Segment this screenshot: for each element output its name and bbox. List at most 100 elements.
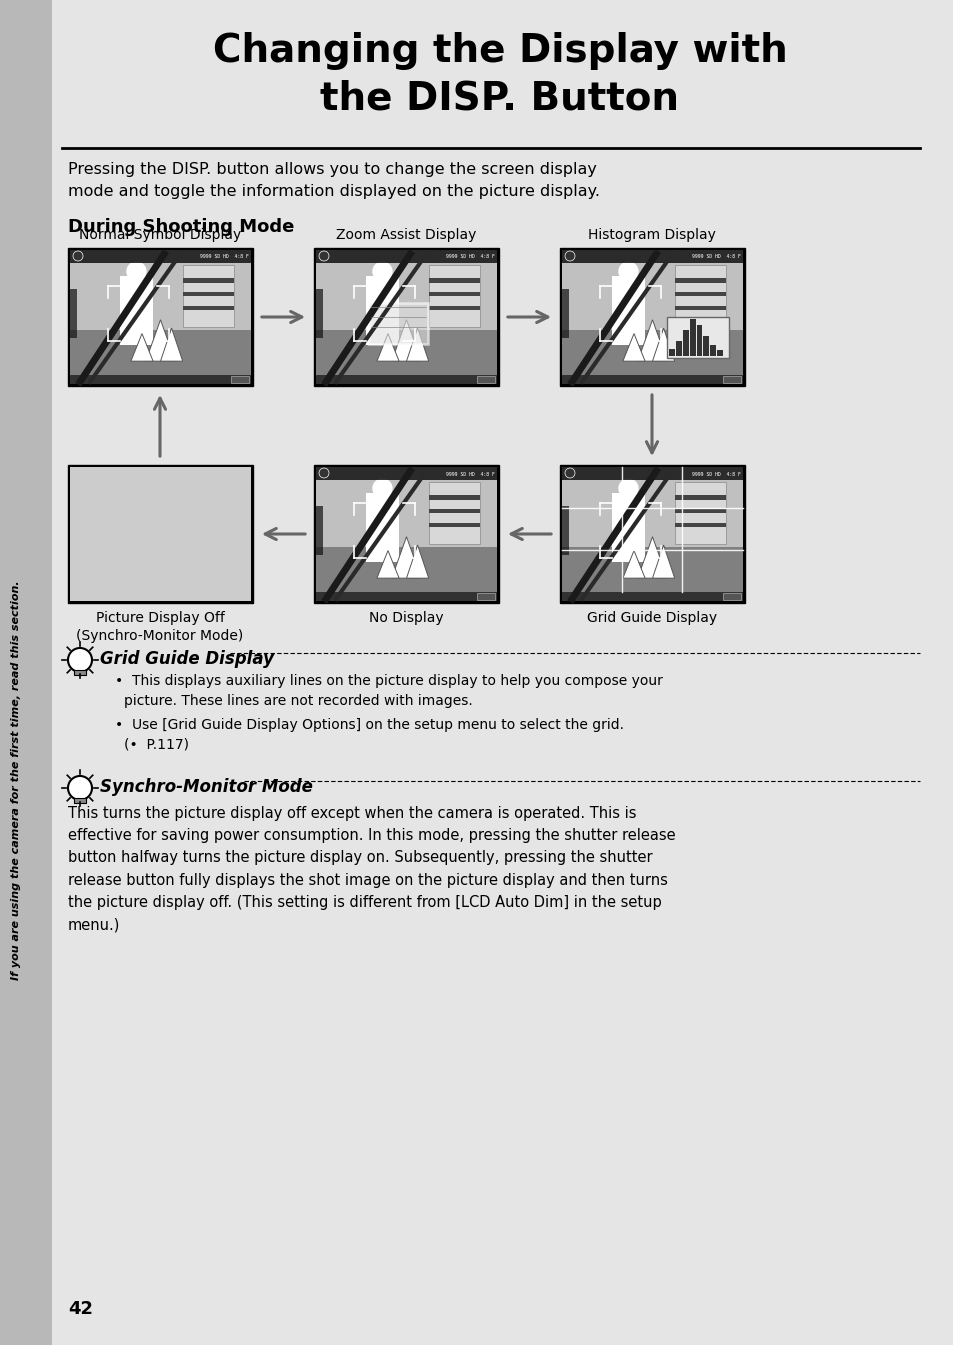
Point xyxy=(409,550,420,566)
Bar xyxy=(561,375,742,385)
Bar xyxy=(74,670,86,675)
Point xyxy=(594,538,605,554)
Point xyxy=(409,334,420,350)
Polygon shape xyxy=(160,328,183,362)
Point xyxy=(566,590,578,607)
Point xyxy=(64,771,75,787)
Bar xyxy=(428,265,480,327)
Bar xyxy=(717,351,722,356)
Circle shape xyxy=(68,776,91,800)
Point xyxy=(650,463,661,479)
Bar xyxy=(365,276,398,344)
Point xyxy=(74,666,86,682)
Text: Grid Guide Display: Grid Guide Display xyxy=(100,650,274,668)
Bar xyxy=(674,523,726,527)
Bar xyxy=(428,510,480,514)
Circle shape xyxy=(564,252,575,261)
Point xyxy=(676,584,687,600)
Text: Grid Guide Display: Grid Guide Display xyxy=(586,611,717,625)
Text: •  This displays auxiliary lines on the picture display to help you compose your: • This displays auxiliary lines on the p… xyxy=(115,674,662,689)
Bar xyxy=(314,247,498,386)
Text: Picture Display Off
(Synchro-Monitor Mode): Picture Display Off (Synchro-Monitor Mod… xyxy=(76,611,243,643)
Bar xyxy=(559,465,744,603)
Point xyxy=(655,538,666,554)
Point xyxy=(737,542,748,558)
Point xyxy=(114,278,126,295)
Point xyxy=(655,507,666,523)
Polygon shape xyxy=(637,320,666,362)
Bar xyxy=(70,330,251,385)
Point xyxy=(320,374,332,390)
Point xyxy=(320,590,332,607)
Point xyxy=(594,321,605,338)
Point xyxy=(420,309,432,325)
Point xyxy=(606,278,618,295)
Bar xyxy=(674,482,726,543)
Circle shape xyxy=(73,252,83,261)
Line: 2 pts: 2 pts xyxy=(80,254,164,382)
Point xyxy=(576,590,587,607)
Point xyxy=(348,334,359,350)
Point xyxy=(655,291,666,307)
Point xyxy=(87,639,98,655)
Point xyxy=(348,278,359,295)
Line: 2 pts: 2 pts xyxy=(572,254,656,382)
Line: 2 pts: 2 pts xyxy=(68,775,70,779)
Point xyxy=(360,334,372,350)
Line: 2 pts: 2 pts xyxy=(90,775,92,779)
Point xyxy=(64,642,75,658)
Point xyxy=(163,321,174,338)
Point xyxy=(594,291,605,307)
Point xyxy=(102,278,113,295)
Point xyxy=(163,278,174,295)
Point xyxy=(409,507,420,523)
Text: This turns the picture display off except when the camera is operated. This is
e: This turns the picture display off excep… xyxy=(68,806,675,932)
Point xyxy=(642,495,654,511)
Text: •  Use [Grid Guide Display Options] on the setup menu to select the grid.: • Use [Grid Guide Display Options] on th… xyxy=(115,718,623,732)
Bar xyxy=(561,547,742,601)
Polygon shape xyxy=(406,328,428,362)
Point xyxy=(102,334,113,350)
Point xyxy=(655,495,666,511)
Bar xyxy=(476,377,495,383)
Point xyxy=(616,459,627,475)
Point xyxy=(84,790,95,806)
Bar xyxy=(314,465,498,603)
Point xyxy=(56,780,68,796)
Circle shape xyxy=(318,252,329,261)
Bar xyxy=(68,465,253,603)
Text: 42: 42 xyxy=(68,1301,92,1318)
Line: 2 pts: 2 pts xyxy=(326,471,410,599)
Point xyxy=(74,670,86,686)
Bar xyxy=(722,593,740,600)
Point xyxy=(594,550,605,566)
Bar xyxy=(315,330,497,385)
Polygon shape xyxy=(622,334,644,362)
Point xyxy=(404,246,416,262)
Bar xyxy=(70,250,251,330)
Point xyxy=(163,334,174,350)
Point xyxy=(655,334,666,350)
Bar xyxy=(668,348,674,356)
Bar xyxy=(183,265,234,327)
Point xyxy=(74,794,86,810)
Point xyxy=(594,334,605,350)
Point xyxy=(594,334,605,350)
Point xyxy=(606,495,618,511)
Point xyxy=(152,334,163,350)
Bar xyxy=(365,492,398,562)
Point xyxy=(566,374,578,390)
Polygon shape xyxy=(622,550,644,578)
Point xyxy=(642,550,654,566)
Point xyxy=(152,278,163,295)
Point xyxy=(409,334,420,350)
Point xyxy=(556,500,567,516)
Polygon shape xyxy=(376,550,398,578)
Point xyxy=(365,309,376,325)
Bar xyxy=(561,289,568,338)
Point xyxy=(74,761,86,777)
Bar xyxy=(476,593,495,600)
Polygon shape xyxy=(406,545,428,578)
Bar xyxy=(611,492,644,562)
Bar xyxy=(70,250,251,264)
